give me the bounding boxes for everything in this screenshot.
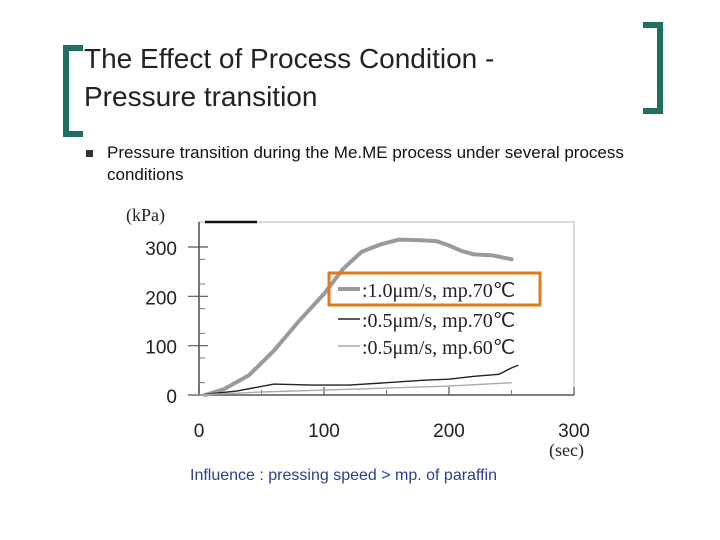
legend-label-2: :0.5μm/s, mp.70℃ (362, 310, 515, 332)
title-bracket-left (63, 45, 83, 137)
slide-title: The Effect of Process Condition - Pressu… (84, 40, 494, 116)
series-line-3 (198, 382, 513, 396)
x-tick-label: 0 (194, 421, 205, 442)
y-tick-label: 300 (145, 239, 177, 260)
legend-label-1: :1.0μm/s, mp.70℃ (362, 280, 515, 302)
legend-label-3: :0.5μm/s, mp.60℃ (362, 337, 515, 359)
slide-title-line-1: The Effect of Process Condition - (84, 43, 495, 74)
slide-title-line-2: Pressure transition (84, 81, 318, 112)
title-bracket-right (643, 22, 663, 114)
x-axis-unit-label: (sec) (549, 440, 584, 461)
x-tick-label: 200 (433, 421, 465, 442)
y-tick-label: 100 (145, 338, 177, 359)
series-line-2 (198, 364, 519, 396)
series-line-1 (203, 237, 514, 397)
x-tick-label: 100 (308, 421, 340, 442)
legend-highlight-box (327, 271, 542, 307)
y-tick-label: 200 (145, 288, 177, 309)
x-tick-label: 300 (558, 421, 590, 442)
bullet-square-icon (86, 150, 93, 157)
y-axis-unit-label: (kPa) (126, 205, 165, 226)
bullet-text: Pressure transition during the Me.ME pro… (107, 143, 624, 184)
influence-note: Influence : pressing speed > mp. of para… (190, 467, 498, 484)
y-tick-label: 0 (166, 387, 177, 408)
